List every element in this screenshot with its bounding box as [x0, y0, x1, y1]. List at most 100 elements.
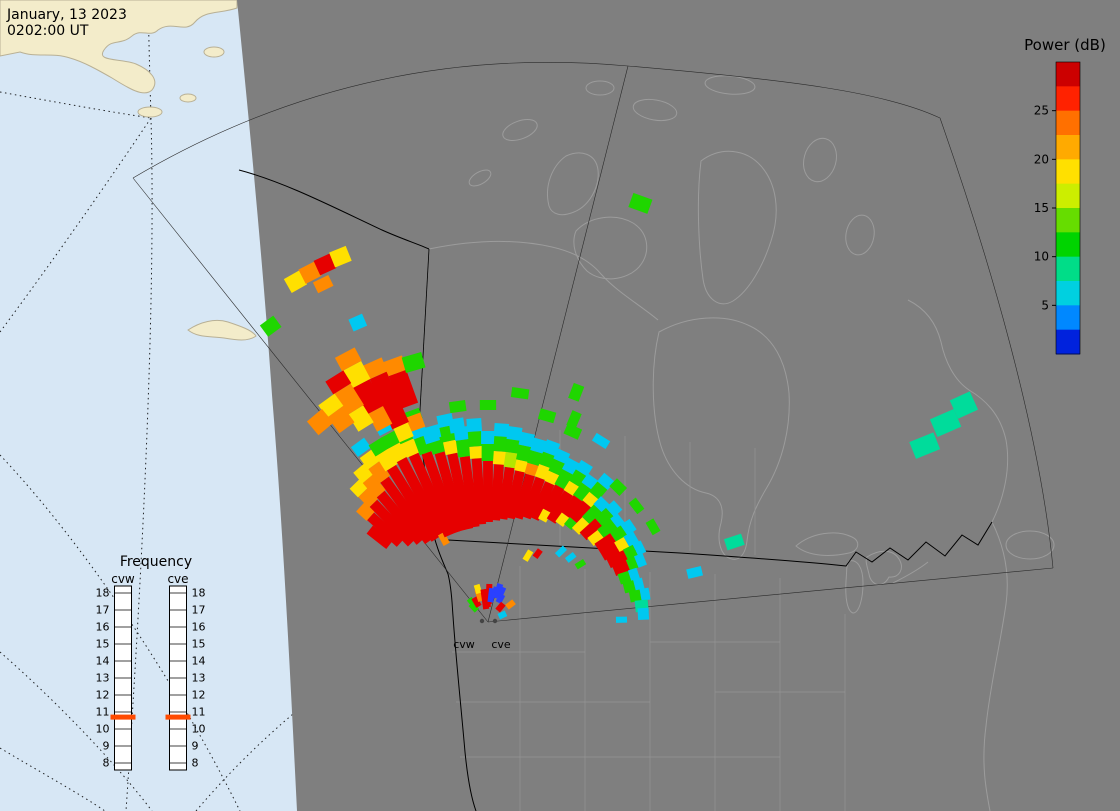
echo-cell	[625, 556, 639, 571]
echo-cell	[591, 432, 611, 449]
echo-cell	[481, 431, 495, 444]
echo-cell	[313, 253, 337, 276]
echo-cell	[421, 426, 441, 445]
echo-cell	[548, 458, 566, 476]
newfoundland	[1005, 530, 1055, 560]
radar-site-dot-cvw	[479, 618, 485, 624]
echo-cell	[505, 599, 516, 610]
echo-cell	[306, 408, 334, 436]
echo-cell	[929, 409, 962, 437]
echo-cell	[555, 512, 570, 527]
island	[203, 46, 225, 58]
echo-cell	[521, 476, 545, 520]
grid-line	[125, 117, 153, 811]
frequency-tick-label: 8	[103, 757, 110, 770]
echo-cell	[405, 412, 426, 433]
colorbar-segment	[1056, 110, 1080, 136]
colorbar-segment	[1056, 86, 1080, 112]
colorbar-segment	[1056, 281, 1080, 306]
radar-sites: cvw cve	[453, 618, 511, 651]
colorbar-tick-label: 15	[1034, 201, 1049, 215]
alaska-peninsula	[187, 319, 257, 341]
echo-cell	[492, 450, 507, 465]
frequency-tick-label: 18	[96, 587, 110, 600]
grid-line	[0, 454, 241, 811]
echo-cell	[333, 383, 364, 416]
echo-cell	[632, 540, 647, 556]
geomagnetic-grid	[0, 0, 311, 811]
echo-cell	[459, 455, 480, 528]
echo-cell	[639, 587, 651, 601]
echo-cell	[566, 410, 582, 429]
echo-cell	[259, 315, 282, 337]
frequency-panel: Frequency cvw18171615141312111098cve1817…	[96, 554, 206, 771]
frequency-tick-label: 12	[192, 689, 206, 702]
echo-cell	[516, 444, 532, 462]
echo-cell	[594, 507, 614, 527]
arctic-island	[632, 98, 678, 122]
echo-cell	[527, 450, 543, 467]
echo-cell	[421, 451, 461, 535]
echo-cell	[347, 405, 374, 432]
echo-cell	[455, 438, 472, 458]
frequency-tick-label: 17	[192, 604, 206, 617]
echo-cell	[381, 430, 401, 450]
echo-cell	[573, 482, 592, 502]
echo-cell	[401, 352, 426, 373]
echo-cell	[327, 406, 355, 434]
echo-cell	[510, 387, 530, 400]
echo-cell	[622, 580, 636, 594]
echo-cell	[633, 577, 645, 592]
echo-cell	[571, 517, 590, 535]
echo-cell	[400, 438, 421, 458]
frequency-tick-label: 16	[192, 621, 206, 634]
arctic-island	[845, 214, 875, 256]
echo-cell	[597, 518, 618, 539]
echo-cell	[518, 431, 535, 448]
frequency-tick-label: 14	[96, 655, 110, 668]
timestamp-time: 0202:00 UT	[7, 23, 89, 39]
echo-cell	[587, 529, 604, 547]
echo-cell	[434, 451, 467, 533]
echo-cell	[561, 495, 583, 519]
state-borders	[452, 430, 846, 811]
frequency-tick-label: 10	[192, 723, 206, 736]
echo-cell	[506, 425, 523, 441]
frequency-tick-label: 15	[192, 638, 206, 651]
fov-right-edge	[487, 567, 1054, 623]
lake-superior	[795, 532, 859, 556]
echo-cell	[529, 481, 555, 521]
fov-outer-arc	[132, 62, 1054, 569]
echo-cell	[615, 616, 628, 623]
echo-cell	[312, 274, 334, 294]
timestamp-date: January, 13 2023	[6, 7, 127, 23]
frequency-tick-label: 12	[96, 689, 110, 702]
echo-cell	[554, 545, 568, 558]
frequency-tick-label: 16	[96, 621, 110, 634]
echo-cell	[350, 437, 372, 457]
echo-cell	[627, 567, 641, 582]
echo-cell	[617, 570, 632, 585]
echo-cell	[637, 607, 650, 621]
echo-cell	[471, 596, 482, 608]
echo-cell	[505, 438, 521, 454]
colorbar-segment	[1056, 159, 1080, 185]
echo-cell	[505, 470, 525, 520]
radar-echo-cells	[259, 192, 979, 623]
echo-cell	[493, 435, 508, 452]
echo-cell	[606, 550, 628, 569]
frequency-tick-label: 11	[96, 706, 110, 719]
echo-cell	[442, 439, 459, 456]
colorbar-tick-label: 10	[1034, 250, 1049, 264]
frequency-tick-label: 10	[96, 723, 110, 736]
echo-cell	[594, 533, 617, 553]
grid-line	[0, 747, 106, 811]
echo-cell	[513, 473, 535, 520]
echo-cell	[318, 393, 344, 418]
echo-cell	[542, 439, 561, 457]
frequency-tick-label: 9	[103, 740, 110, 753]
echo-cell	[495, 601, 506, 613]
echo-cell	[514, 459, 529, 473]
echo-cell	[393, 422, 414, 443]
